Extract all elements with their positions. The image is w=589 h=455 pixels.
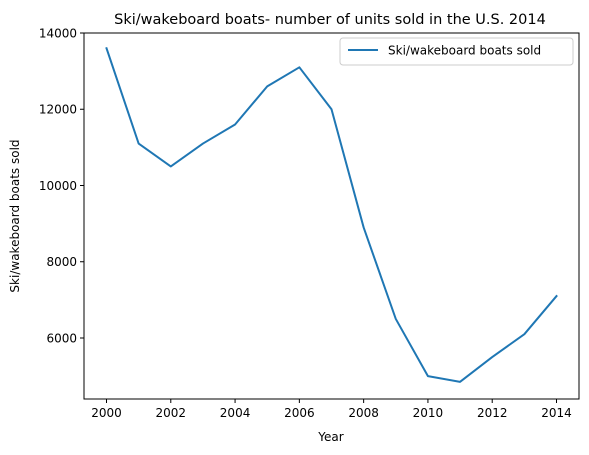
- x-axis-label: Year: [317, 430, 343, 444]
- x-tick-label: 2006: [284, 406, 315, 420]
- x-tick-label: 2012: [477, 406, 508, 420]
- series-layer: [105, 46, 558, 383]
- x-axis: 2000 2002 2004 2006 2008 2010 2012 2014: [91, 399, 572, 420]
- data-point: [106, 47, 108, 49]
- data-point: [170, 165, 172, 167]
- x-tick-label: 2002: [156, 406, 187, 420]
- x-tick-label: 2004: [220, 406, 251, 420]
- legend-box: [339, 37, 574, 66]
- data-point: [266, 85, 268, 87]
- plot-area: [83, 32, 580, 400]
- legend-label: Ski/wakeboard boats sold: [388, 44, 541, 58]
- data-point: [331, 108, 333, 110]
- y-tick-label: 8000: [46, 255, 77, 269]
- y-tick-label: 12000: [39, 103, 77, 117]
- data-point: [523, 333, 525, 335]
- data-point: [491, 356, 493, 358]
- x-tick-label: 2000: [91, 406, 122, 420]
- data-point: [138, 143, 140, 145]
- data-point: [395, 318, 397, 320]
- data-point: [298, 66, 300, 68]
- x-tick-label: 2008: [348, 406, 379, 420]
- legend: Ski/wakeboard boats sold: [339, 37, 574, 66]
- data-point: [556, 295, 558, 297]
- y-tick-label: 10000: [39, 179, 77, 193]
- y-tick-label: 6000: [46, 331, 77, 345]
- y-tick-label: 14000: [39, 26, 77, 40]
- plot-frame: [83, 32, 580, 400]
- x-tick-label: 2010: [413, 406, 444, 420]
- x-tick-label: 2014: [541, 406, 572, 420]
- y-axis-label: Ski/wakeboard boats sold: [8, 139, 22, 292]
- data-point: [202, 143, 204, 145]
- data-point: [234, 124, 236, 126]
- y-axis: 6000 8000 10000 12000 14000: [39, 26, 84, 345]
- chart-title: Ski/wakeboard boats- number of units sol…: [114, 12, 546, 28]
- series-line: [105, 46, 558, 383]
- data-point: [459, 381, 461, 383]
- data-point: [363, 226, 365, 228]
- data-point: [427, 375, 429, 377]
